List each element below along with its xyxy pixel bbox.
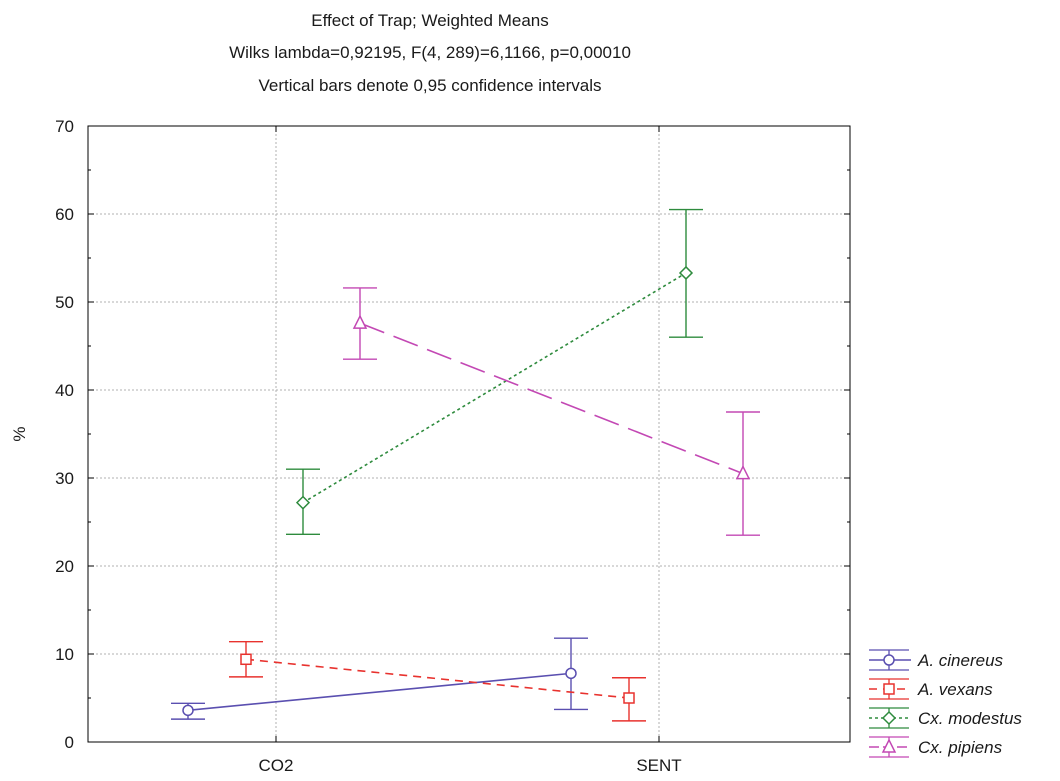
x-tick-label: CO2 xyxy=(259,756,294,775)
legend-item: Cx. modestus xyxy=(869,707,1022,729)
grid-lines xyxy=(88,126,850,742)
data-point xyxy=(352,314,368,329)
legend-label: Cx. modestus xyxy=(918,709,1022,728)
series-a-vexans xyxy=(229,640,646,722)
data-point xyxy=(735,464,751,480)
y-tick-label: 70 xyxy=(55,117,74,136)
legend-label: A. cinereus xyxy=(917,651,1004,670)
legend-marker xyxy=(883,683,895,695)
data-point xyxy=(565,667,577,680)
legend-label: Cx. pipiens xyxy=(918,738,1003,757)
y-tick-label: 50 xyxy=(55,293,74,312)
series-cx-modestus xyxy=(286,208,703,536)
series-line xyxy=(302,272,687,504)
data-point xyxy=(623,692,635,704)
plot-frame xyxy=(87,125,851,743)
legend-item: A. vexans xyxy=(869,678,993,700)
chart-subtitle-line-1: Wilks lambda=0,92195, F(4, 289)=6,1166, … xyxy=(229,43,631,62)
y-tick-label: 60 xyxy=(55,205,74,224)
data-point xyxy=(678,265,694,281)
series-line xyxy=(187,672,572,712)
chart-title: Effect of Trap; Weighted Means xyxy=(311,11,549,30)
legend-item: Cx. pipiens xyxy=(869,736,1003,758)
y-tick-label: 30 xyxy=(55,469,74,488)
data-point xyxy=(182,704,194,717)
y-tick-label: 0 xyxy=(65,733,74,752)
legend-label: A. vexans xyxy=(917,680,993,699)
series-layer xyxy=(171,208,760,722)
legend-marker xyxy=(881,738,897,753)
series-cx-pipiens xyxy=(343,287,760,536)
legend-marker xyxy=(883,654,895,666)
legend-marker xyxy=(881,710,897,726)
axis-ticks: 0 10 20 30 40 50 60 70 CO2 SENT xyxy=(55,117,850,775)
x-tick-label: SENT xyxy=(636,756,681,775)
y-tick-label: 10 xyxy=(55,645,74,664)
data-point xyxy=(240,653,252,666)
data-point xyxy=(295,495,311,510)
series-line xyxy=(359,322,744,475)
legend: A. cinereus A. vexans Cx. modestus Cx. pipi… xyxy=(869,649,1022,758)
series-a-cinereus xyxy=(171,637,588,720)
y-tick-label: 40 xyxy=(55,381,74,400)
chart-subtitle-line-2: Vertical bars denote 0,95 confidence int… xyxy=(258,76,601,95)
y-tick-label: 20 xyxy=(55,557,74,576)
y-axis-label: % xyxy=(10,426,29,441)
legend-item: A. cinereus xyxy=(869,649,1004,671)
